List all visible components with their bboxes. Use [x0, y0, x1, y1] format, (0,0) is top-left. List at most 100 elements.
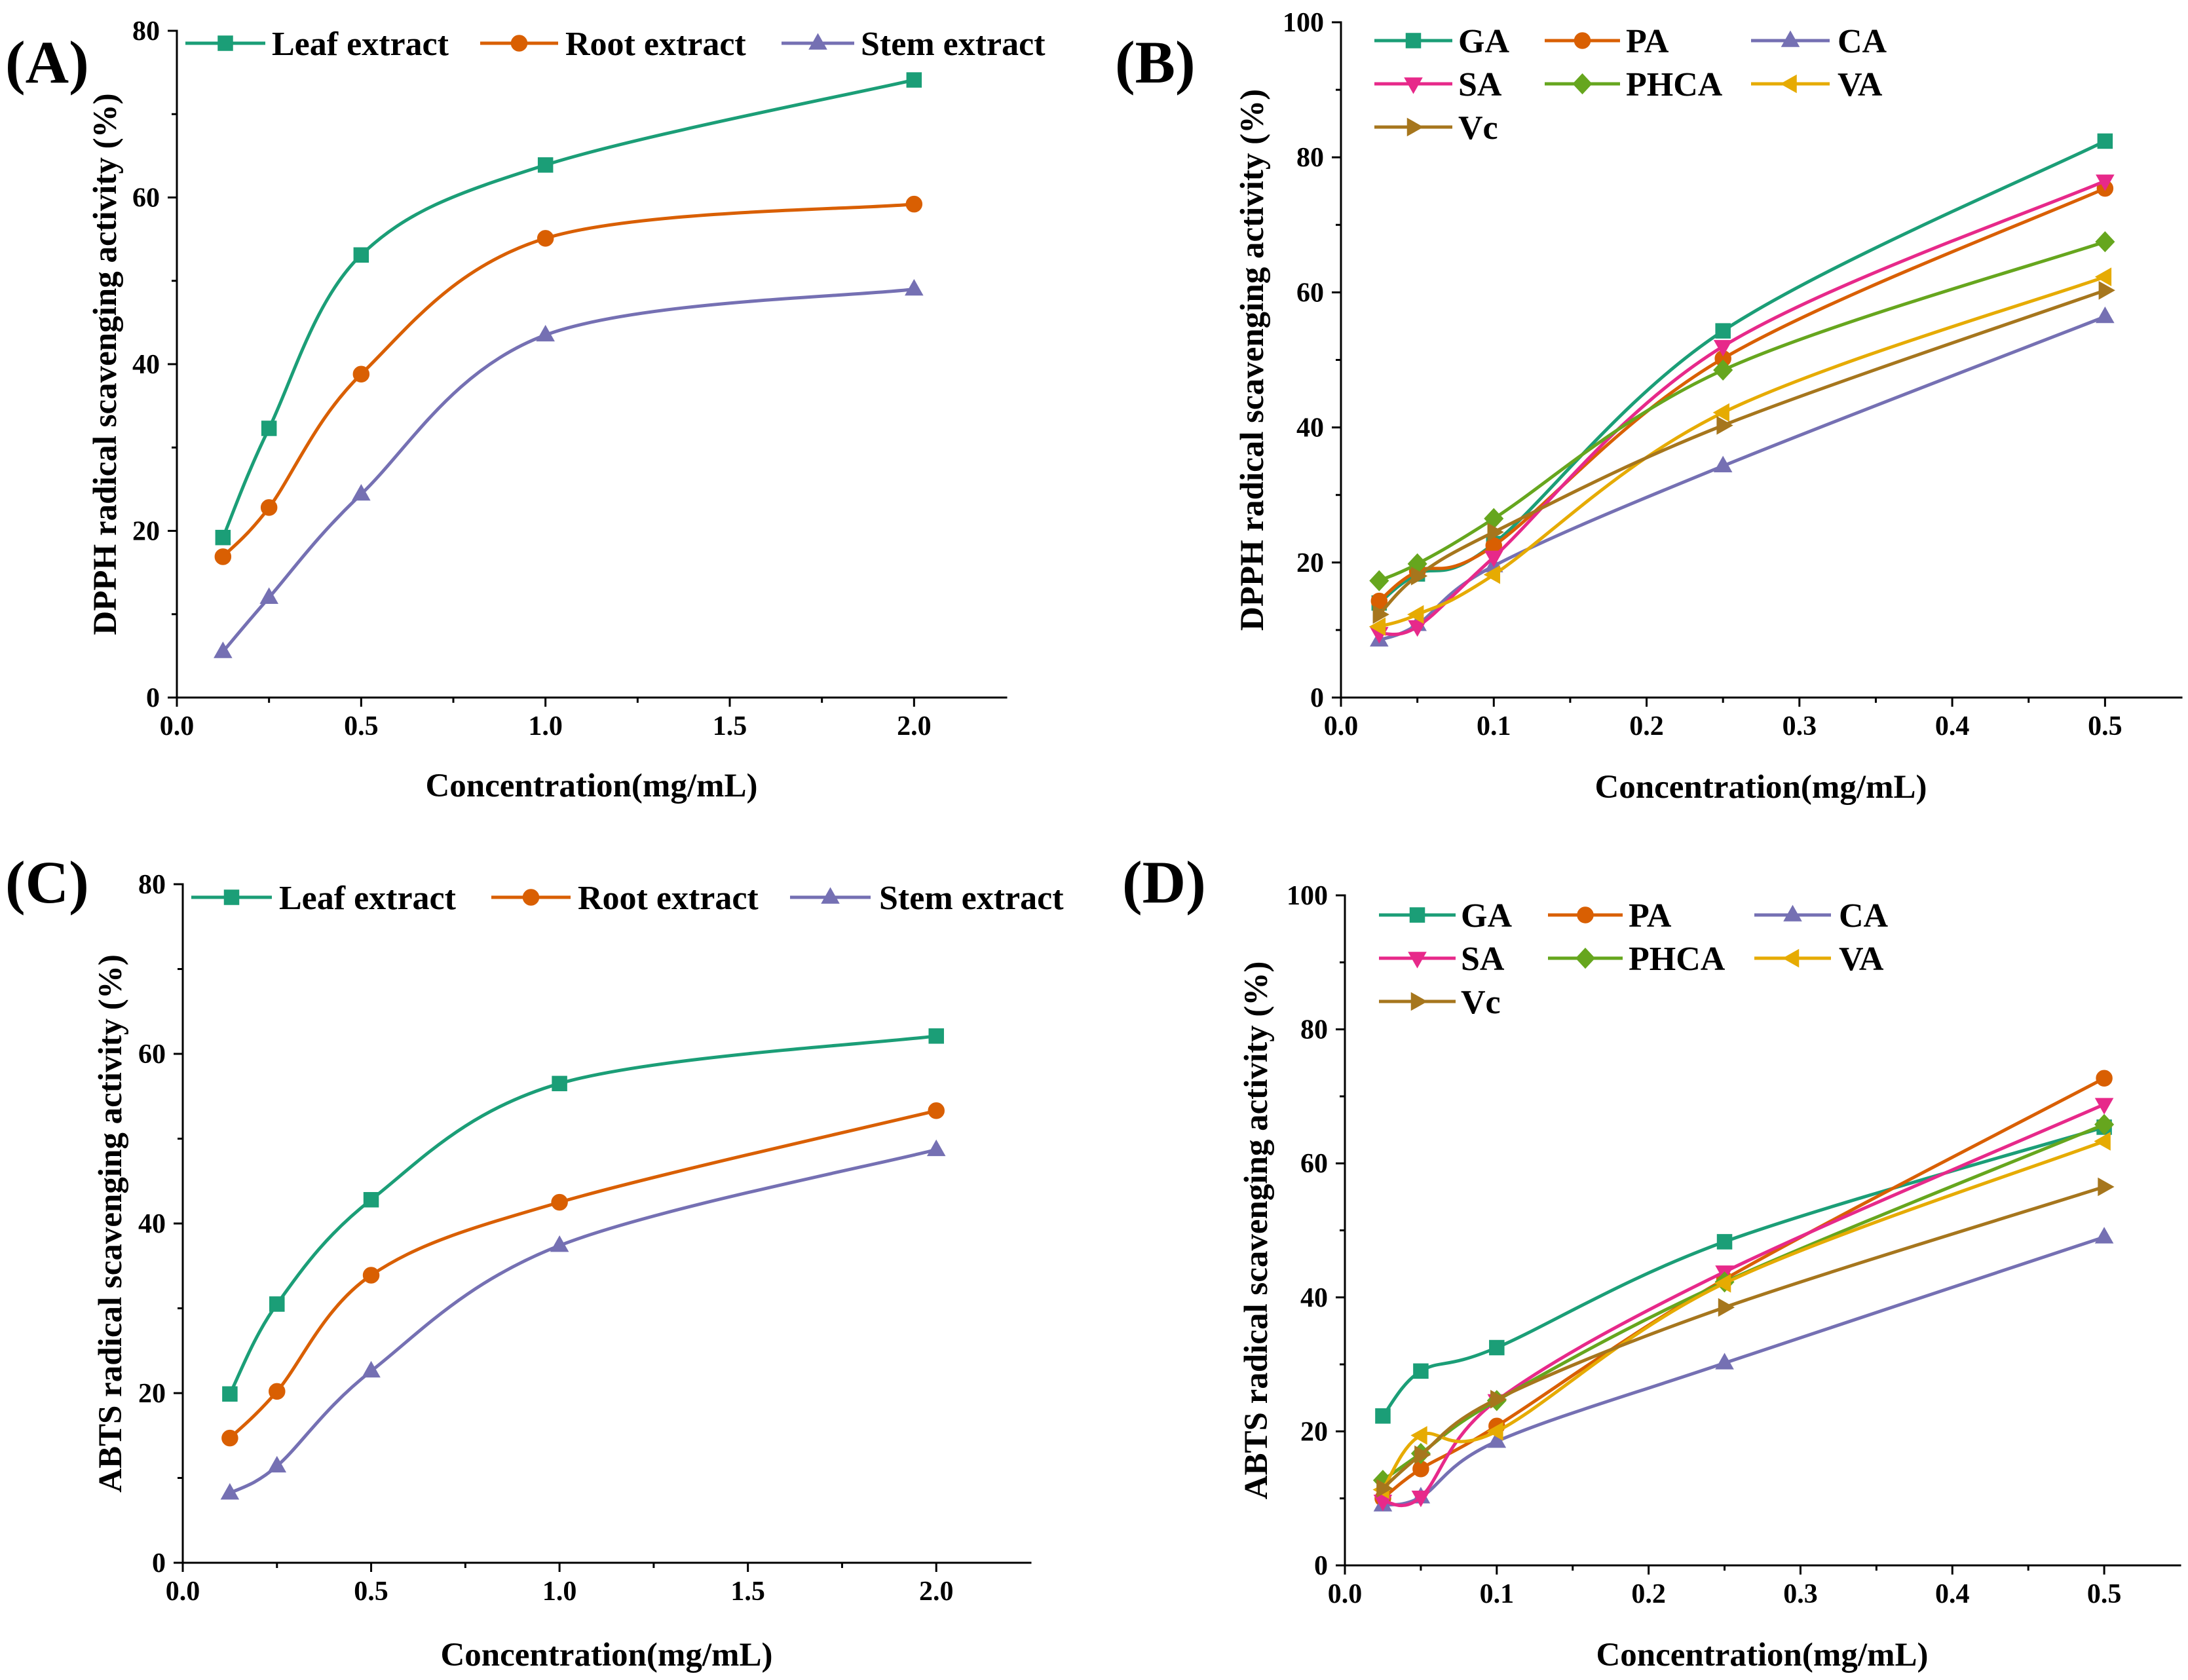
- data-point-leaf-extract: [353, 247, 369, 263]
- x-axis-title: Concentration(mg/mL): [1594, 769, 1927, 806]
- data-point-phca: [2094, 1113, 2115, 1135]
- legend-label: GA: [1461, 897, 1512, 935]
- x-tick-label: 1.0: [528, 711, 563, 741]
- x-axis-title: Concentration(mg/mL): [1596, 1637, 1928, 1673]
- plot-area: [220, 1028, 946, 1500]
- legend-item-stem-extract: Stem extract: [782, 26, 1046, 63]
- data-point-leaf-extract: [552, 1075, 567, 1092]
- x-tick-label: 0.5: [2087, 1579, 2122, 1609]
- legend-marker-sa: [1404, 77, 1423, 94]
- legend-label: Vc: [1458, 109, 1498, 147]
- data-point-root-extract: [362, 1267, 380, 1284]
- legend-item-va: VA: [1754, 941, 1884, 978]
- data-point-root-extract: [269, 1383, 286, 1400]
- legend-item-ga: GA: [1379, 897, 1512, 935]
- x-axis-title: Concentration(mg/mL): [425, 768, 757, 804]
- data-point-va: [1714, 1274, 1731, 1293]
- legend-label: Leaf extract: [279, 880, 457, 917]
- series-root-extract: [221, 1102, 945, 1447]
- axes: 0.0 0.1 0.2 0.3 0.4 0.5 0 20 40 60 80 100: [1283, 8, 2183, 741]
- y-tick-label: 20: [1296, 548, 1324, 578]
- legend-label: PA: [1629, 897, 1672, 935]
- data-point-sa: [2096, 174, 2115, 191]
- legend-marker-phca: [1575, 947, 1596, 969]
- x-tick-label: 0.2: [1631, 1579, 1666, 1609]
- legend-marker-vc: [1406, 117, 1424, 137]
- data-point-stem-extract: [267, 1455, 287, 1473]
- legend-item-sa: SA: [1374, 66, 1502, 103]
- panel-label: (D): [1122, 849, 1206, 916]
- data-point-vc: [1376, 1479, 1393, 1498]
- data-point-leaf-extract: [261, 420, 277, 436]
- data-point-sa: [1408, 620, 1427, 637]
- data-point-root-extract: [928, 1102, 945, 1119]
- data-point-phca: [1369, 570, 1389, 591]
- data-point-va: [1410, 1426, 1427, 1445]
- data-point-sa: [2094, 1098, 2114, 1115]
- series-phca: [1369, 231, 2115, 591]
- plot-area: [214, 72, 924, 658]
- y-tick-label: 80: [1300, 1015, 1328, 1045]
- x-tick-label: 0.4: [1935, 711, 1970, 741]
- data-point-pa: [2096, 1070, 2113, 1087]
- legend-item-stem-extract: Stem extract: [790, 880, 1064, 917]
- legend-label: CA: [1839, 897, 1889, 935]
- y-axis-title: ABTS radical scavenging activity (%): [1238, 961, 1275, 1500]
- legend-marker-stem-extract: [808, 33, 827, 50]
- legend-marker-root-extract: [510, 35, 528, 52]
- legend-item-ca: CA: [1754, 897, 1889, 935]
- y-tick-label: 0: [152, 1548, 166, 1578]
- chart-panel-a-dpph-extracts: (A) 0.0 0.5 1.0 1.5 2.0 0 20 40 60 80 Concentration…: [5, 16, 1046, 804]
- data-point-phca: [1713, 359, 1733, 381]
- data-point-vc: [1372, 605, 1389, 624]
- series-sa: [1370, 174, 2115, 644]
- y-tick-label: 80: [132, 16, 160, 47]
- x-tick-label: 0.1: [1477, 711, 1511, 741]
- plot-area: [1368, 133, 2115, 647]
- x-tick-label: 0.3: [1783, 1579, 1818, 1609]
- y-axis-title: ABTS radical scavenging activity (%): [92, 954, 129, 1493]
- x-tick-label: 0.5: [344, 711, 379, 741]
- data-point-va: [1712, 403, 1729, 422]
- legend-label: Root extract: [578, 880, 759, 917]
- y-tick-label: 0: [1310, 683, 1324, 713]
- data-point-root-extract: [221, 1429, 238, 1447]
- legend-marker-stem-extract: [821, 887, 840, 904]
- legend-item-leaf-extract: Leaf extract: [185, 26, 449, 63]
- legend-item-pa: PA: [1545, 23, 1669, 60]
- data-point-ga: [1489, 1339, 1505, 1356]
- legend-label: Vc: [1461, 984, 1501, 1021]
- data-point-vc: [2098, 1177, 2115, 1197]
- data-point-va: [1486, 1422, 1503, 1441]
- data-point-ga: [1715, 323, 1731, 339]
- legend-marker-vc: [1410, 992, 1428, 1011]
- data-point-root-extract: [905, 195, 923, 213]
- x-tick-label: 0.5: [2088, 711, 2122, 741]
- x-tick-label: 1.0: [542, 1577, 577, 1607]
- legend: GA PA CA SA PHCA VA Vc: [1374, 23, 1887, 147]
- y-tick-label: 40: [138, 1209, 166, 1239]
- legend-marker-leaf-extract: [223, 889, 240, 905]
- data-point-vc: [1490, 1390, 1507, 1409]
- legend: Leaf extract Root extract Stem extract: [185, 26, 1046, 63]
- series-leaf-extract: [222, 1028, 944, 1402]
- legend-label: SA: [1461, 941, 1505, 978]
- legend-label: SA: [1458, 66, 1502, 103]
- data-point-stem-extract: [536, 324, 555, 342]
- legend-item-vc: Vc: [1374, 109, 1498, 147]
- y-tick-label: 20: [138, 1379, 166, 1409]
- data-point-stem-extract: [259, 587, 278, 605]
- x-tick-label: 0.1: [1480, 1579, 1515, 1609]
- x-tick-label: 2.0: [897, 711, 932, 741]
- chart-panel-b-dpph-compounds: (B) 0.0 0.1 0.2 0.3 0.4 0.5 0 20 40 60 80 100 Concent…: [1115, 8, 2183, 806]
- x-tick-label: 1.5: [730, 1577, 765, 1607]
- legend-label: VA: [1838, 66, 1883, 103]
- data-point-stem-extract: [550, 1235, 569, 1252]
- data-point-root-extract: [537, 230, 554, 247]
- y-tick-label: 20: [132, 517, 160, 547]
- data-point-sa: [1484, 550, 1503, 568]
- y-tick-label: 60: [132, 183, 160, 214]
- legend-item-ga: GA: [1374, 23, 1509, 60]
- legend-marker-ca: [1783, 905, 1802, 922]
